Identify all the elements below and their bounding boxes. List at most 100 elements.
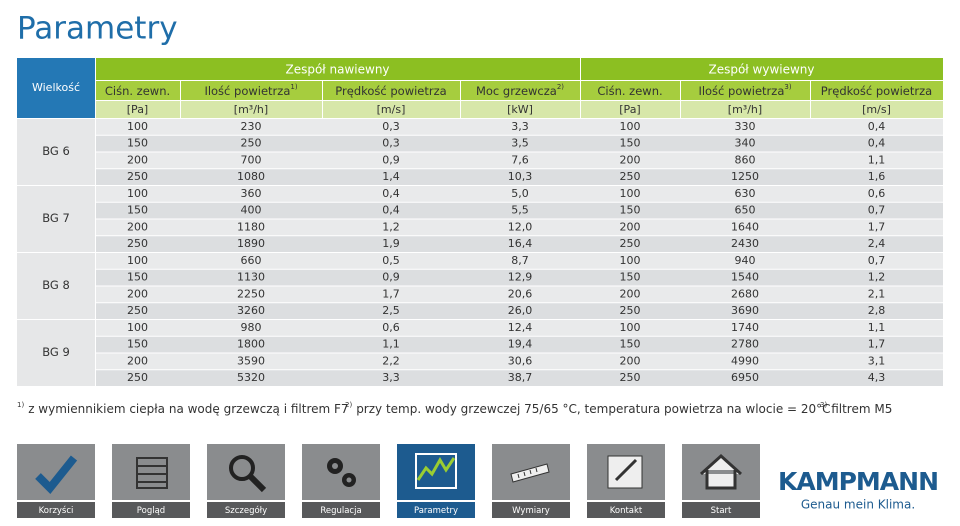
- unit-cell: [181, 101, 322, 118]
- logo-tagline: Genau mein Klima.: [801, 498, 915, 512]
- nav-icon: [699, 453, 743, 490]
- nav-item[interactable]: Szczegóły: [207, 444, 285, 518]
- cell: 2430: [731, 237, 759, 250]
- group-label: BG 9: [42, 345, 70, 359]
- cell: 650: [735, 204, 756, 217]
- column-name: Prędkość powietrza: [335, 84, 446, 98]
- row-bg: [96, 202, 943, 219]
- unit-cell: [323, 101, 460, 118]
- cell: 4990: [731, 354, 759, 367]
- column-name: Ciśn. zewn.: [597, 84, 662, 98]
- footnote-ref: 1): [290, 83, 297, 91]
- cell: 0,6: [382, 321, 400, 334]
- cell: 250: [620, 170, 641, 183]
- nav-item[interactable]: Wymiary: [492, 444, 570, 518]
- nav-label-bg: [492, 502, 570, 518]
- nav-icon: [510, 463, 550, 483]
- icon-shape: [35, 455, 78, 494]
- nav-item[interactable]: Start: [682, 444, 760, 518]
- column-unit: [m³/h]: [234, 103, 268, 116]
- nav-label: Korzyści: [39, 505, 74, 516]
- cell: 150: [127, 271, 148, 284]
- row-bg: [96, 152, 943, 169]
- page-title: Parametry: [17, 11, 178, 47]
- column-unit: [m/s]: [862, 103, 891, 116]
- cell: 1740: [731, 321, 759, 334]
- nav-label: Pogląd: [137, 506, 165, 516]
- nav-item[interactable]: Parametry: [397, 444, 475, 518]
- icon-shape: [229, 455, 255, 481]
- cell: 200: [620, 220, 641, 233]
- column-name: Ilość powietrza: [204, 84, 290, 98]
- cell: 250: [620, 371, 641, 384]
- nav-item[interactable]: Kontakt: [587, 444, 665, 518]
- nav-icon-bg: [207, 444, 285, 500]
- cell: 400: [241, 204, 262, 217]
- nav-label: Kontakt: [610, 506, 643, 516]
- group-cell: [17, 119, 95, 185]
- group-header: Wielkość: [32, 81, 80, 94]
- cell: 860: [735, 153, 756, 166]
- footnote-ref: 2): [557, 83, 564, 91]
- nav-icon: [607, 455, 643, 489]
- nav-label: Szczegóły: [225, 505, 267, 516]
- cell: 230: [241, 120, 262, 133]
- cell: 12,9: [508, 271, 533, 284]
- nav-item[interactable]: Regulacja: [302, 444, 380, 518]
- cell: 150: [620, 137, 641, 150]
- cell: 3690: [731, 304, 759, 317]
- cell: 1,2: [382, 220, 400, 233]
- table: Wielkość Zespół nawiewny Zespół wywiewny Ci…: [17, 58, 943, 386]
- footnote-mark: 1): [17, 401, 24, 409]
- column-label: Prędkość powietrza: [335, 84, 446, 98]
- cell: 200: [127, 354, 148, 367]
- row-bg: [96, 336, 943, 353]
- logo-brand: KAMPMANN: [778, 467, 938, 496]
- nav-label-bg: [17, 502, 95, 518]
- cell: 3,1: [868, 354, 886, 367]
- cell: 200: [127, 287, 148, 300]
- cell: 3,3: [511, 120, 529, 133]
- cell: 1080: [237, 170, 265, 183]
- row-bg: [96, 303, 943, 319]
- section-cell: [96, 58, 580, 80]
- cell: 2,2: [382, 354, 400, 367]
- cell: 250: [127, 371, 148, 384]
- footnote-text: filtrem M5: [831, 402, 892, 416]
- cell: 150: [620, 204, 641, 217]
- nav-label-bg: [397, 502, 475, 518]
- row-bg: [96, 269, 943, 286]
- cell: 3260: [237, 304, 265, 317]
- column-label: Moc grzewcza2): [476, 83, 564, 98]
- group-label: BG 8: [42, 278, 70, 292]
- column-name: Moc grzewcza: [476, 84, 557, 98]
- nav-label-bg: [587, 502, 665, 518]
- icon-shape: [416, 457, 456, 481]
- cell: 0,4: [382, 187, 400, 200]
- column-cell: [811, 81, 943, 100]
- cell: 200: [620, 287, 641, 300]
- footnote-mark: 3): [820, 401, 827, 409]
- icon-shape: [517, 467, 538, 479]
- nav-item[interactable]: Korzyści: [17, 444, 95, 518]
- unit-cell: [581, 101, 680, 118]
- nav-item[interactable]: Pogląd: [112, 444, 190, 518]
- cell: 1,6: [868, 170, 886, 183]
- cell: 150: [127, 204, 148, 217]
- cell: 1,9: [382, 237, 400, 250]
- footnote-text: przy temp. wody grzewczej 75/65 °C, temp…: [356, 402, 830, 416]
- cell: 1,1: [868, 153, 886, 166]
- cell: 12,0: [508, 220, 533, 233]
- cell: 1,7: [868, 220, 886, 233]
- column-name: Ciśn. zewn.: [105, 84, 170, 98]
- footnotes: 1) z wymiennikiem ciepła na wodę grzewczą…: [17, 401, 892, 416]
- cell: 250: [620, 237, 641, 250]
- unit-cell: [811, 101, 943, 118]
- cell: 250: [241, 137, 262, 150]
- cell: 0,4: [868, 137, 886, 150]
- column-cell: [96, 81, 180, 100]
- nav-label-bg: [112, 502, 190, 518]
- logo: KAMPMANN Genau mein Klima.: [778, 467, 939, 512]
- nav-label: Parametry: [414, 506, 458, 516]
